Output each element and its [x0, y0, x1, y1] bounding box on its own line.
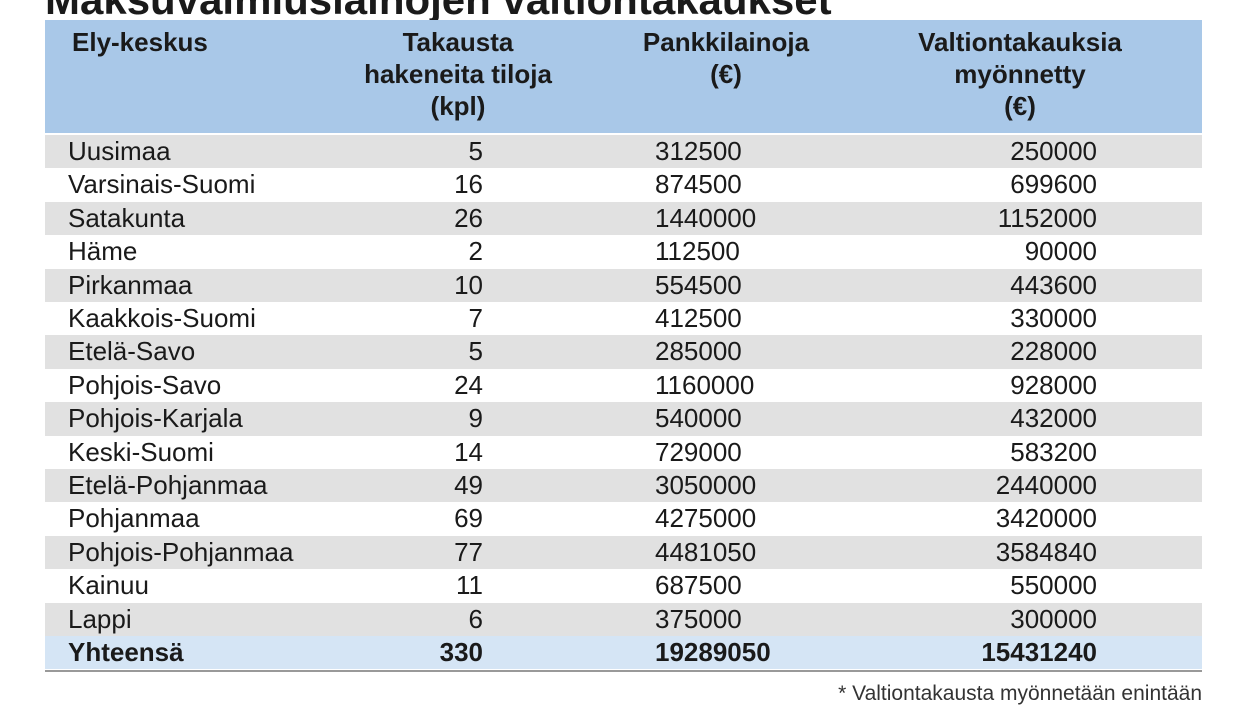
table-cell: 1160000	[655, 369, 755, 400]
table-cell: 928000	[1010, 369, 1097, 400]
table-cell: 874500	[655, 169, 742, 200]
table-cell: 687500	[655, 570, 742, 601]
table-cell: 16	[454, 169, 483, 200]
row-band	[45, 535, 1202, 570]
table-cell: 3584840	[995, 536, 1097, 567]
table-cell: 7	[468, 303, 483, 333]
header-cell: Ely-keskus	[72, 26, 208, 58]
row-band	[45, 168, 1202, 202]
table-cell: Kaakkois-Suomi	[68, 303, 256, 333]
table-cell: 5	[468, 336, 483, 367]
table-cell: 3050000	[655, 470, 757, 500]
table-cell: Kainuu	[68, 570, 149, 601]
table-cell: 554500	[655, 269, 742, 300]
table-cell: Pohjanmaa	[68, 503, 200, 534]
table-cell: Satakunta	[68, 202, 186, 233]
table-frame	[45, 20, 1202, 672]
title: Maksuvalmiuslainojen valtiontakaukset	[45, 0, 832, 24]
table-cell: 112500	[655, 236, 740, 267]
table-cell: 330000	[1010, 303, 1097, 333]
row-band	[45, 335, 1202, 369]
table-cell: 15431240	[981, 637, 1097, 667]
table-cell: Pohjois-Karjala	[68, 403, 243, 434]
header-line: hakeneita tiloja	[364, 59, 552, 89]
table-cell: 330	[439, 637, 483, 667]
row-band	[45, 235, 1202, 269]
header-cell: Takausta hakeneita tiloja (kpl)	[364, 26, 552, 122]
row-band	[45, 402, 1202, 436]
row-band	[45, 502, 1202, 536]
table-cell: Pohjois-Pohjanmaa	[68, 536, 294, 567]
table-cell: Yhteensä	[68, 637, 184, 667]
row-band	[45, 435, 1202, 469]
table-cell: 250000	[1010, 136, 1097, 166]
table-cell: 583200	[1010, 436, 1097, 467]
table-cell: 540000	[655, 403, 742, 434]
table-cell: 2	[468, 236, 483, 267]
table-cell: Varsinais-Suomi	[68, 169, 256, 200]
table-cell: 300000	[1010, 603, 1097, 634]
table-cell: 10	[454, 269, 483, 300]
table-cell: 4481050	[655, 536, 757, 567]
table-cell: 19289050	[655, 637, 771, 667]
table-cell: Häme	[68, 236, 138, 267]
row-band	[45, 469, 1202, 503]
table-cell: 90000	[1024, 236, 1097, 267]
table-cell: Etelä-Savo	[68, 336, 196, 367]
table-cell: 729000	[655, 436, 742, 467]
row-band	[45, 268, 1202, 302]
row-band	[45, 569, 1202, 603]
row-band	[45, 302, 1202, 336]
row-band	[45, 201, 1202, 236]
table-cell: 2440000	[995, 470, 1097, 500]
table-cell: 228000	[1010, 336, 1097, 367]
table-cell: 443600	[1010, 269, 1097, 300]
table-cell: Pohjois-Savo	[68, 369, 222, 400]
table-cell: 5	[468, 136, 483, 166]
table-cell: 699600	[1010, 169, 1097, 200]
table-cell: 1440000	[655, 202, 757, 233]
table-cell: Etelä-Pohjanmaa	[68, 470, 268, 500]
row-band	[45, 135, 1202, 169]
table-cell: 1152000	[997, 202, 1097, 233]
table-cell: 412500	[655, 303, 742, 333]
table-cell: 312500	[655, 136, 742, 166]
table-cell: Uusimaa	[68, 136, 171, 166]
table-cell: 6	[468, 603, 483, 634]
table-cell: 4275000	[655, 503, 757, 534]
header-line: (kpl)	[430, 91, 486, 121]
table-cell: Pirkanmaa	[68, 269, 193, 300]
header-line: Takausta	[402, 27, 514, 57]
table-cell: 375000	[655, 603, 742, 634]
row-band	[45, 368, 1202, 403]
row-band	[45, 636, 1202, 670]
table-cell: 432000	[1010, 403, 1097, 434]
table-cell: Lappi	[68, 603, 132, 634]
table-cell: 24	[454, 369, 483, 400]
header-line: Pankkilainoja	[642, 27, 810, 57]
header-line: myönnetty	[954, 59, 1086, 89]
table-cell: 550000	[1010, 570, 1097, 601]
table-cell: 9	[468, 403, 483, 434]
header-line: (€)	[710, 59, 742, 89]
table-cell: 3420000	[995, 503, 1097, 534]
row-band	[45, 602, 1202, 636]
header-cell: Valtiontakauksia myönnetty (€)	[918, 26, 1122, 122]
table-cell: 77	[454, 536, 483, 567]
table-cell: 11	[456, 570, 483, 601]
header-line: Ely-keskus	[72, 27, 208, 57]
table-cell: 14	[454, 436, 483, 467]
header-cell: Pankkilainoja (€)	[643, 26, 809, 90]
table-cell: 49	[454, 470, 483, 500]
header-line: (€)	[1004, 91, 1036, 121]
header-line: Valtiontakauksia	[918, 27, 1122, 57]
table-cell: Keski-Suomi	[68, 436, 214, 467]
footnote: * Valtiontakausta myönnetään enintään	[838, 682, 1202, 705]
table-cell: 69	[454, 503, 483, 534]
header-band	[45, 20, 1202, 133]
table-cell: 26	[454, 202, 483, 233]
table-cell: 285000	[655, 336, 742, 367]
